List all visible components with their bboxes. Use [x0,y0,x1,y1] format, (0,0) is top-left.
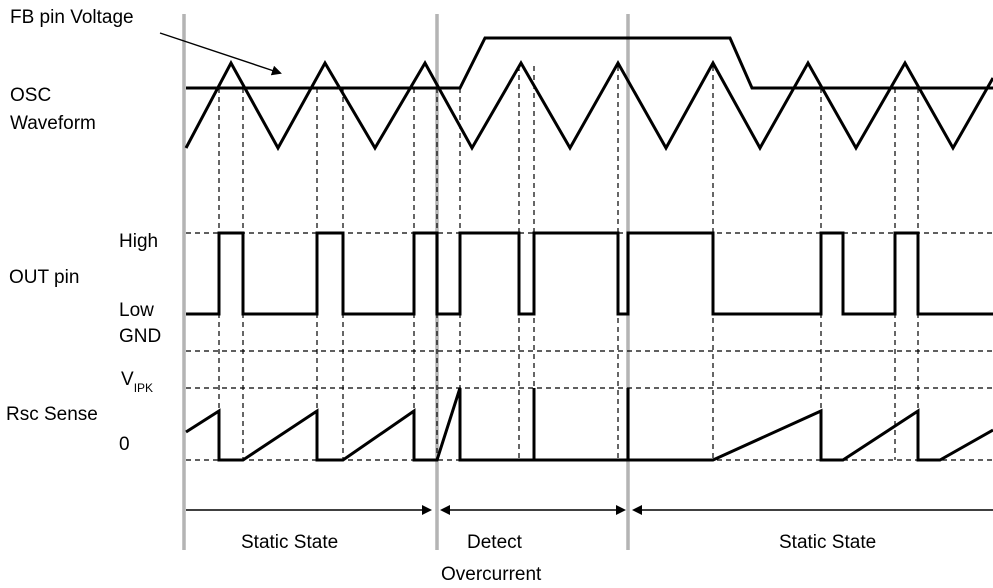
reference-lines [186,232,993,461]
vipk-v: V [121,369,134,390]
gnd-label: GND [119,326,161,347]
osc-label-line1: OSC [10,85,51,106]
osc-waveform-trace [184,59,993,152]
overcurrent-label: Overcurrent [441,564,542,585]
detect-label: Detect [467,532,523,553]
high-label: High [119,231,158,252]
fb-voltage-label: FB pin Voltage [10,7,134,28]
static-state-left-label: Static State [241,532,338,553]
rsc-sense-trace [185,387,993,462]
fb-voltage-trace [186,36,993,90]
vipk-subscript: IPK [134,381,153,395]
timing-lines [218,66,919,460]
fb-pointer-arrow [159,32,282,76]
zero-label: 0 [119,434,130,455]
low-label: Low [119,300,154,321]
static-state-right-label: Static State [779,532,876,553]
out-pin-label: OUT pin [9,267,79,288]
osc-label-line2: Waveform [10,113,96,134]
rsc-sense-label: Rsc Sense [6,404,98,425]
out-pin-trace [186,231,993,316]
vipk-label: VIPK [121,369,153,395]
